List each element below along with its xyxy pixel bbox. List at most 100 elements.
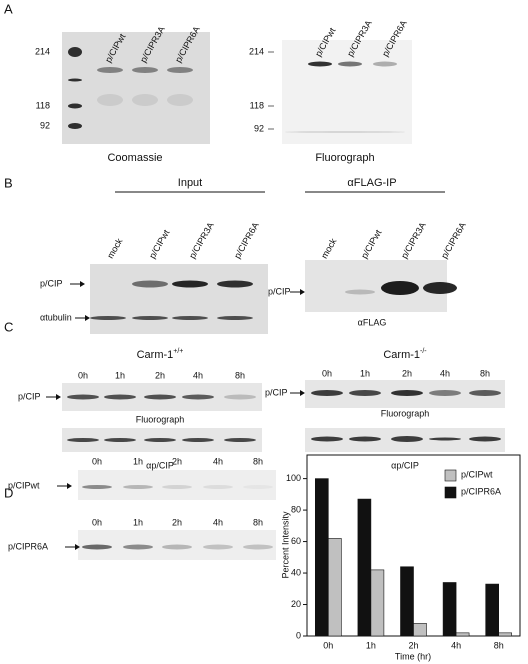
row-label: p/CIP <box>268 286 291 296</box>
band <box>172 316 208 320</box>
x-tick-label: 4h <box>451 640 461 650</box>
timepoint-label: 4h <box>440 368 450 378</box>
band <box>224 394 256 400</box>
arrow-head <box>75 544 80 550</box>
x-axis-label: Time (hr) <box>395 651 431 661</box>
lane-label: p/CIPwt <box>147 227 172 260</box>
timepoint-label: 8h <box>253 517 263 527</box>
band <box>338 61 362 67</box>
arrow-head <box>80 281 85 287</box>
band <box>469 390 501 396</box>
arrow-head <box>300 289 305 295</box>
caption: Coomassie <box>107 152 162 164</box>
title-text: Carm-1 <box>383 349 420 361</box>
timepoint-label: 4h <box>213 456 223 466</box>
title-sup: -/- <box>420 348 427 355</box>
band <box>123 544 153 550</box>
timepoint-label: 1h <box>133 456 143 466</box>
row-label: αtubulin <box>40 312 72 322</box>
row-label: p/CIP <box>40 278 63 288</box>
caption: Fluorograph <box>381 408 430 418</box>
band <box>311 436 343 442</box>
band <box>391 390 423 396</box>
y-tick-label: 0 <box>296 630 301 640</box>
marker-label: 118 <box>36 100 50 110</box>
band <box>162 485 192 489</box>
arrow-head <box>67 483 72 489</box>
row-label: p/CIP <box>18 391 41 401</box>
band <box>285 131 405 133</box>
marker-label: 92 <box>254 123 264 133</box>
timepoint-label: 2h <box>172 456 182 466</box>
caption: Fluorograph <box>315 152 374 164</box>
band <box>311 390 343 396</box>
band <box>345 289 375 295</box>
bar <box>498 632 513 637</box>
title-text: Carm-1 <box>137 349 174 361</box>
timepoint-label: 0h <box>92 517 102 527</box>
timepoint-label: 2h <box>402 368 412 378</box>
band <box>243 485 273 489</box>
band <box>349 436 381 442</box>
x-tick-label: 2h <box>408 640 418 650</box>
band <box>349 390 381 396</box>
legend-swatch <box>444 486 457 499</box>
bar <box>314 478 329 637</box>
band <box>68 123 82 129</box>
band <box>224 438 256 442</box>
band <box>144 438 176 442</box>
lane-label: p/CIPR3A <box>399 221 428 261</box>
lane-label: p/CIPR3A <box>187 221 216 261</box>
bar <box>442 582 457 637</box>
band <box>423 282 457 294</box>
band <box>373 61 397 67</box>
timepoint-label: 1h <box>115 370 125 380</box>
band <box>123 485 153 489</box>
arrow-head <box>85 315 90 321</box>
band <box>68 47 82 57</box>
band <box>172 280 208 288</box>
row-label: p/CIPR6A <box>8 541 48 551</box>
band <box>68 78 82 82</box>
timepoint-label: 2h <box>172 517 182 527</box>
timepoint-label: 1h <box>360 368 370 378</box>
timepoint-label: 4h <box>213 517 223 527</box>
band <box>217 280 253 288</box>
panel-label: C <box>4 319 13 334</box>
timepoint-label: 0h <box>322 368 332 378</box>
band <box>162 544 192 550</box>
band <box>67 438 99 442</box>
legend-label: p/CIPwt <box>461 469 493 479</box>
timepoint-label: 0h <box>92 456 102 466</box>
row-label: p/CIPwt <box>8 480 40 490</box>
lane-label: p/CIPR6A <box>232 221 261 261</box>
band <box>469 436 501 442</box>
timepoint-label: 1h <box>133 517 143 527</box>
band <box>429 390 461 396</box>
y-tick-label: 60 <box>291 536 301 546</box>
blot <box>78 470 276 500</box>
group-title: Carm-1+/+ <box>137 348 184 361</box>
lane-label: mock <box>105 236 125 260</box>
bar <box>485 583 500 637</box>
blot <box>62 32 210 144</box>
caption: αp/CIP <box>146 460 174 470</box>
band <box>132 67 158 73</box>
blot <box>305 260 447 312</box>
timepoint-label: 8h <box>480 368 490 378</box>
timepoint-label: 0h <box>78 370 88 380</box>
band <box>104 394 136 400</box>
bar <box>357 498 372 637</box>
lane-label: p/CIPwt <box>359 227 384 260</box>
band <box>132 280 168 288</box>
band <box>243 544 273 550</box>
band <box>203 544 233 550</box>
band <box>68 103 82 109</box>
band <box>132 316 168 320</box>
band <box>182 438 214 442</box>
band <box>82 544 112 550</box>
group-title: Input <box>178 177 202 189</box>
y-tick-label: 20 <box>291 599 301 609</box>
y-tick-label: 40 <box>291 567 301 577</box>
